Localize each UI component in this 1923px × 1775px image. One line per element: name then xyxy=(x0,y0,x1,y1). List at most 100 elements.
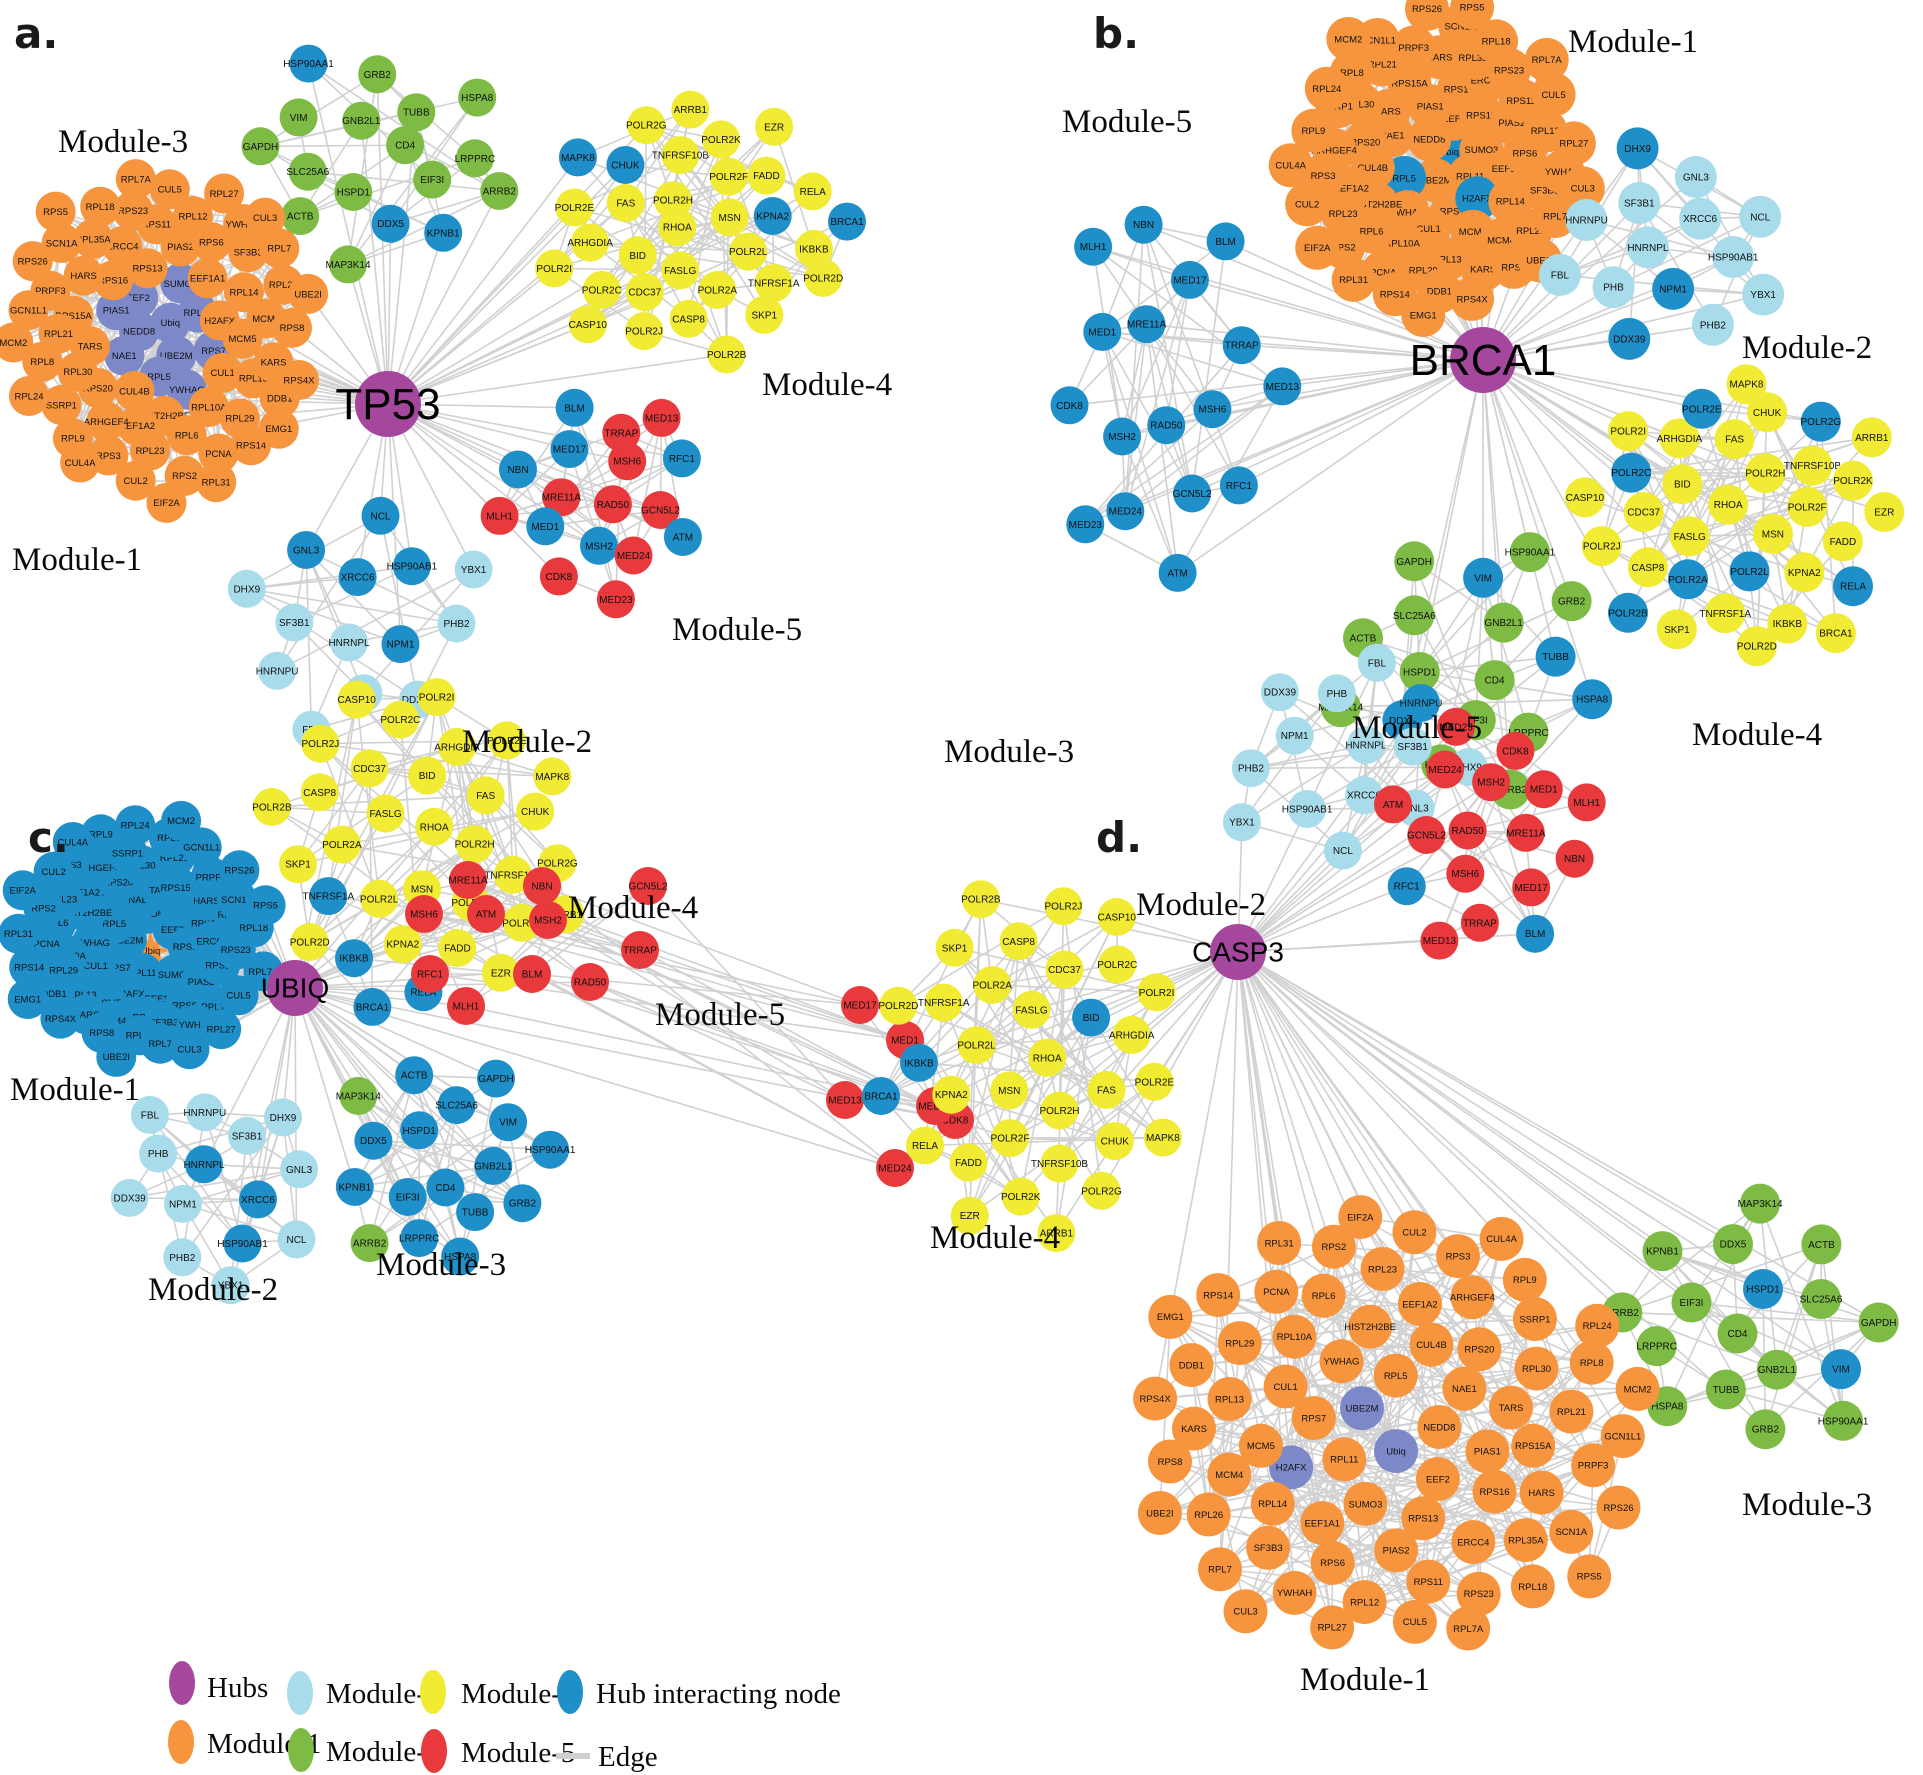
node-CUL4A[interactable] xyxy=(1479,1216,1524,1261)
node-RPL35A[interactable] xyxy=(73,219,113,259)
node-CHUK[interactable] xyxy=(1095,1122,1134,1161)
node-POLR2K[interactable] xyxy=(1833,460,1873,501)
node-PHB2[interactable] xyxy=(1231,749,1270,788)
node-MCM4[interactable] xyxy=(1207,1452,1252,1497)
hub-TP53[interactable] xyxy=(355,371,421,437)
node-RPL24[interactable] xyxy=(115,805,156,846)
node-EIF2A[interactable] xyxy=(146,482,187,523)
node-RPL7A[interactable] xyxy=(1524,37,1569,82)
node-RELA[interactable] xyxy=(906,1126,944,1165)
node-TRRAP[interactable] xyxy=(621,931,659,969)
node-KPNA2[interactable] xyxy=(1784,552,1825,593)
node-DDB1[interactable] xyxy=(1169,1343,1214,1388)
node-BLM[interactable] xyxy=(513,955,551,993)
node-RPS13[interactable] xyxy=(1401,1496,1446,1541)
node-GCN5L2[interactable] xyxy=(1407,816,1446,854)
node-GNL3[interactable] xyxy=(1674,156,1717,198)
node-BID[interactable] xyxy=(1662,464,1703,505)
node-PHB2[interactable] xyxy=(163,1238,202,1277)
node-CUL4A[interactable] xyxy=(52,822,93,862)
node-MSH6[interactable] xyxy=(608,442,647,481)
node-LRPPRC[interactable] xyxy=(455,139,494,178)
node-GCN5L2[interactable] xyxy=(629,867,667,905)
node-TRRAP[interactable] xyxy=(1460,903,1499,942)
node-RPL27[interactable] xyxy=(1551,121,1596,166)
node-FASLG[interactable] xyxy=(661,251,700,290)
node-CD4[interactable] xyxy=(1717,1313,1758,1354)
node-GAPDH[interactable] xyxy=(1394,541,1435,582)
node-MCM2[interactable] xyxy=(161,800,202,841)
node-CUL5[interactable] xyxy=(149,169,190,210)
node-ARHGDIA[interactable] xyxy=(571,223,610,262)
node-RPS8[interactable] xyxy=(272,307,312,348)
node-CUL1[interactable] xyxy=(202,352,243,393)
node-POLR2B[interactable] xyxy=(252,787,291,826)
node-RPS4X[interactable] xyxy=(40,998,81,1039)
node-HSPD1[interactable] xyxy=(400,1111,439,1150)
node-EIF2A[interactable] xyxy=(2,870,43,911)
node-BRCA1[interactable] xyxy=(862,1077,900,1115)
node-POLR2B[interactable] xyxy=(961,880,1000,919)
node-MAP3K14[interactable] xyxy=(339,1076,378,1115)
node-BID[interactable] xyxy=(618,236,657,275)
node-RPS14[interactable] xyxy=(9,947,50,988)
node-RPL12[interactable] xyxy=(1342,1580,1387,1625)
node-NEDD8[interactable] xyxy=(1417,1405,1462,1449)
node-TARS[interactable] xyxy=(1489,1385,1533,1430)
node-HNRNPU[interactable] xyxy=(258,651,297,690)
node-MCM5[interactable] xyxy=(1238,1423,1283,1468)
node-DDX39[interactable] xyxy=(1260,673,1299,712)
node-CDK8[interactable] xyxy=(539,557,578,596)
node-ACTB[interactable] xyxy=(395,1056,434,1095)
node-POLR2J[interactable] xyxy=(1581,526,1622,567)
node-MSN[interactable] xyxy=(990,1071,1029,1110)
node-FBL[interactable] xyxy=(1357,643,1396,682)
node-RPL9[interactable] xyxy=(1291,108,1336,153)
node-CASP10[interactable] xyxy=(1564,477,1605,518)
node-NAE1[interactable] xyxy=(104,335,145,376)
node-TNFRSF10B[interactable] xyxy=(493,855,532,894)
node-MRE11A[interactable] xyxy=(1127,305,1166,344)
node-RPS2[interactable] xyxy=(1311,1224,1356,1269)
node-GAPDH[interactable] xyxy=(1858,1302,1899,1343)
node-CUL2[interactable] xyxy=(33,851,74,892)
node-RFC1[interactable] xyxy=(411,955,449,993)
node-BLM[interactable] xyxy=(1516,914,1555,953)
node-RAD50[interactable] xyxy=(571,963,609,1001)
node-RPL6[interactable] xyxy=(1301,1273,1346,1318)
node-CUL5[interactable] xyxy=(1392,1599,1437,1644)
node-VIM[interactable] xyxy=(489,1103,528,1142)
node-RPS4X[interactable] xyxy=(279,360,319,400)
node-MED24[interactable] xyxy=(614,536,653,575)
node-EEF1A1[interactable] xyxy=(187,258,228,299)
hub-CASP3[interactable] xyxy=(1210,924,1266,980)
node-HSP90AA1[interactable] xyxy=(1823,1400,1864,1441)
node-RPS26[interactable] xyxy=(1596,1485,1641,1530)
node-ARHGEF4[interactable] xyxy=(86,401,127,442)
node-POLR2I[interactable] xyxy=(1608,411,1649,452)
node-CD4[interactable] xyxy=(426,1168,465,1207)
node-RPS16[interactable] xyxy=(93,260,134,301)
node-POLR2D[interactable] xyxy=(290,923,329,961)
node-LRPPRC[interactable] xyxy=(1636,1326,1677,1367)
node-RPL5[interactable] xyxy=(1373,1353,1418,1398)
node-TNFRSF1A[interactable] xyxy=(1705,593,1746,634)
node-RPL18[interactable] xyxy=(1510,1564,1555,1609)
node-RPL30[interactable] xyxy=(57,351,98,392)
node-EMG1[interactable] xyxy=(7,979,48,1019)
node-RPL7A[interactable] xyxy=(1446,1606,1491,1651)
node-RPS4X[interactable] xyxy=(1133,1376,1178,1421)
node-SF3B1[interactable] xyxy=(275,603,314,642)
node-VIM[interactable] xyxy=(279,98,318,137)
node-MLH1[interactable] xyxy=(447,987,485,1025)
node-RPL21[interactable] xyxy=(1549,1389,1594,1434)
node-POLR2E[interactable] xyxy=(555,188,594,227)
node-POLR2D[interactable] xyxy=(1736,626,1777,667)
node-RPL10A[interactable] xyxy=(188,387,229,427)
node-POLR2K[interactable] xyxy=(1001,1177,1040,1216)
node-MAPK8[interactable] xyxy=(558,138,597,177)
node-SF3B1[interactable] xyxy=(1618,182,1661,224)
node-RPL23[interactable] xyxy=(1360,1247,1405,1291)
node-ARHGDIA[interactable] xyxy=(1659,418,1700,459)
node-POLR2F[interactable] xyxy=(1787,486,1828,527)
